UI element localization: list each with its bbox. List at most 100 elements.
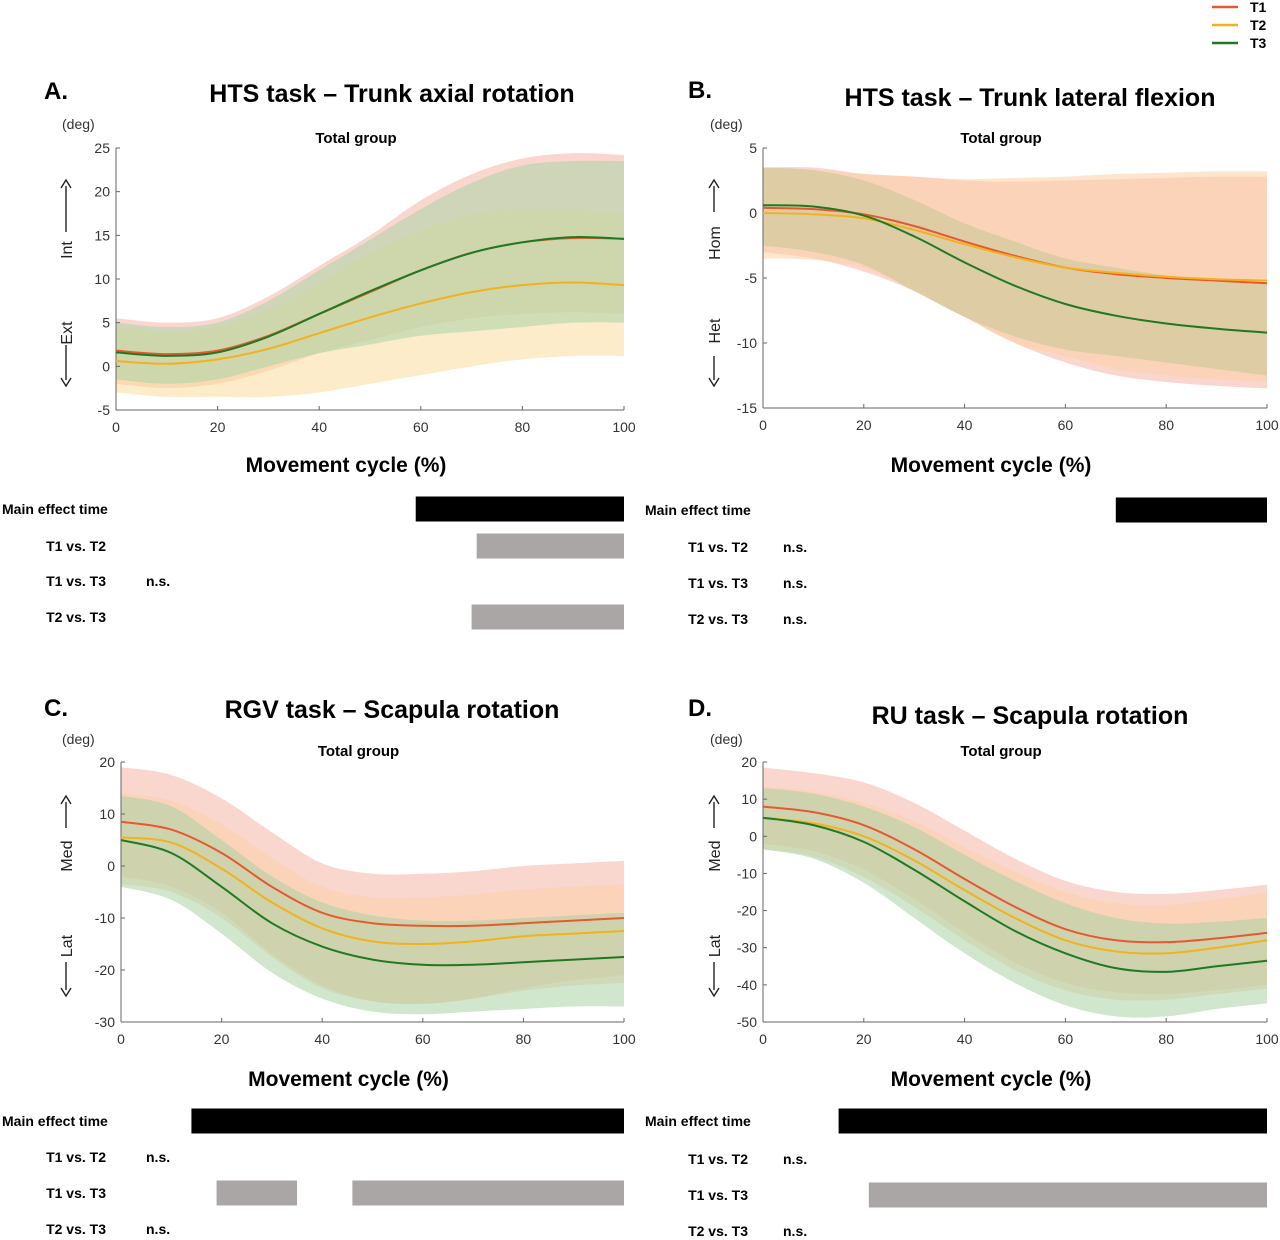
significance-ns: n.s. <box>783 1151 807 1167</box>
arrow-down-head-icon <box>60 987 72 998</box>
y-tick-label: 0 <box>749 205 757 221</box>
x-tick-label: 60 <box>413 419 429 435</box>
significance-label: T2 vs. T3 <box>46 1221 106 1237</box>
y-tick-label: -20 <box>95 962 115 978</box>
direction-up-label: Hom <box>707 226 724 260</box>
x-tick-label: 20 <box>856 1031 872 1047</box>
panels: A. HTS task – Trunk axial rotation Total g… <box>2 77 1279 1239</box>
y-tick-label: -50 <box>737 1014 757 1030</box>
series-lines <box>762 805 1268 973</box>
x-tick-label: 80 <box>1158 417 1174 433</box>
significance-label: Main effect time <box>645 502 751 518</box>
panel-c: C. RGV task – Scapula rotation Total group… <box>2 695 636 1237</box>
confidence-bands <box>763 167 1267 389</box>
x-tick-label: 100 <box>612 419 636 435</box>
arrow-down-head-icon <box>708 377 720 388</box>
significance-ns: n.s. <box>146 1149 170 1165</box>
significance-label: Main effect time <box>2 1113 108 1129</box>
panel-letter: D. <box>688 695 712 722</box>
chart-title: HTS task – Trunk axial rotation <box>209 80 574 108</box>
direction-down-label: Het <box>707 318 724 343</box>
x-tick-label: 0 <box>112 419 120 435</box>
x-tick-label: 40 <box>314 1031 330 1047</box>
x-tick-label: 0 <box>117 1031 125 1047</box>
significance-bar <box>471 604 624 630</box>
significance-bar <box>476 533 624 559</box>
band-t3 <box>121 795 624 1015</box>
significance-ns: n.s. <box>783 1223 807 1239</box>
y-tick-label: 0 <box>107 858 115 874</box>
band-t3 <box>116 160 624 384</box>
y-unit-label: (deg) <box>710 731 743 747</box>
x-tick-label: 80 <box>515 419 531 435</box>
chart-title: RGV task – Scapula rotation <box>225 696 560 724</box>
significance-label: T1 vs. T3 <box>46 1185 106 1201</box>
panel-a: A. HTS task – Trunk axial rotation Total g… <box>2 78 636 630</box>
legend-label-t3: T3 <box>1250 35 1267 51</box>
arrow-up-head-icon <box>708 794 720 805</box>
x-tick-label: 80 <box>1158 1031 1174 1047</box>
significance-bar <box>415 496 624 522</box>
x-tick-label: 40 <box>311 419 327 435</box>
series-line-t1 <box>120 820 625 928</box>
x-tick-label: 100 <box>1255 1031 1279 1047</box>
series-line-t3 <box>115 235 625 357</box>
y-tick-label: 15 <box>94 227 110 243</box>
series-line-t3 <box>120 839 625 967</box>
significance-label: T1 vs. T3 <box>688 575 748 591</box>
series-line-t3 <box>762 816 1268 973</box>
y-tick-label: 10 <box>741 791 757 807</box>
y-tick-label: 20 <box>99 754 115 770</box>
significance-label: T1 vs. T2 <box>46 538 106 554</box>
y-tick-label: 10 <box>99 806 115 822</box>
y-tick-label: -15 <box>737 400 757 416</box>
y-tick-label: -30 <box>95 1014 115 1030</box>
y-tick-label: 10 <box>94 271 110 287</box>
x-tick-label: 20 <box>214 1031 230 1047</box>
panel-d: D. RU task – Scapula rotation Total group (… <box>645 695 1279 1239</box>
significance-rows: Main effect time T1 vs. T2 n.s. T1 vs. T3 n.… <box>645 497 1267 627</box>
significance-label: T1 vs. T3 <box>46 573 106 589</box>
x-tick-label: 100 <box>612 1031 636 1047</box>
confidence-bands <box>121 767 624 1015</box>
significance-bar <box>1115 497 1267 523</box>
y-tick-label: 25 <box>94 140 110 156</box>
series-line-t3 <box>762 204 1268 334</box>
chart-subtitle: Total group <box>960 743 1041 760</box>
significance-label: T2 vs. T3 <box>688 1223 748 1239</box>
y-tick-label: 20 <box>741 754 757 770</box>
significance-ns: n.s. <box>146 1221 170 1237</box>
direction-down-label: Lat <box>707 934 724 957</box>
arrow-up-head-icon <box>708 178 720 189</box>
significance-ns: n.s. <box>783 539 807 555</box>
panel-letter: C. <box>44 695 68 722</box>
y-unit-label: (deg) <box>62 116 95 132</box>
significance-ns: n.s. <box>783 575 807 591</box>
y-tick-label: 0 <box>102 358 110 374</box>
x-tick-label: 80 <box>516 1031 532 1047</box>
arrow-up-head-icon <box>60 178 72 189</box>
panel-letter: B. <box>688 77 712 104</box>
direction-up-label: Med <box>707 840 724 871</box>
x-axis-label: Movement cycle (%) <box>891 454 1092 477</box>
series-lines <box>115 235 625 365</box>
series-lines <box>120 820 625 967</box>
significance-rows: Main effect time T1 vs. T2 n.s. T1 vs. T3 T2… <box>2 1108 625 1237</box>
significance-label: T1 vs. T2 <box>46 1149 106 1165</box>
significance-bar <box>838 1108 1267 1134</box>
legend-label-t1: T1 <box>1250 0 1267 15</box>
chart-subtitle: Total group <box>315 130 396 147</box>
significance-ns: n.s. <box>146 573 170 589</box>
confidence-bands <box>763 767 1267 1018</box>
direction-up-label: Med <box>59 840 76 871</box>
y-tick-label: -30 <box>737 940 757 956</box>
arrow-down-head-icon <box>708 987 720 998</box>
x-tick-label: 40 <box>957 1031 973 1047</box>
chart-subtitle: Total group <box>960 130 1041 147</box>
panel-letter: A. <box>44 78 68 105</box>
significance-label: T1 vs. T2 <box>688 539 748 555</box>
series-line-t1 <box>762 805 1268 944</box>
x-axis-label: Movement cycle (%) <box>246 454 447 477</box>
y-tick-label: -40 <box>737 977 757 993</box>
